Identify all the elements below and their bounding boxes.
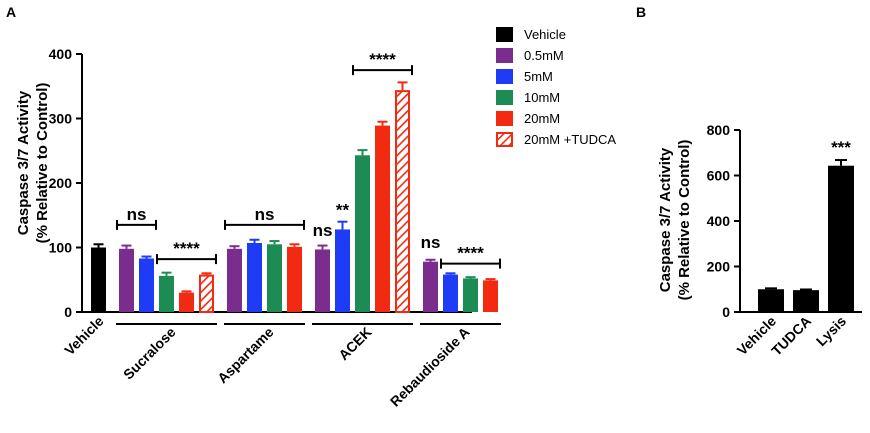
bar-aspartame xyxy=(247,242,262,312)
significance-label: ns xyxy=(255,205,275,224)
bar-acek xyxy=(335,229,350,312)
significance-label: **** xyxy=(457,244,484,263)
panel-a-x-labels: Vehicle Sucralose Aspartame ACEK Rebaudiosid… xyxy=(61,313,501,410)
x-tick-label: ACEK xyxy=(335,324,374,363)
x-tick-label: TUDCA xyxy=(768,313,814,359)
bar-sucralose xyxy=(119,248,134,312)
bar-sucralose xyxy=(199,274,214,313)
legend-label: 10mM xyxy=(524,90,560,105)
significance-label: *** xyxy=(831,138,851,157)
panel-a-chart: Caspase 3/7 Activity (% Relative to Cont… xyxy=(15,46,501,410)
bar-vehicle xyxy=(91,247,106,312)
legend-swatch xyxy=(496,90,513,105)
legend-swatch xyxy=(496,69,513,84)
bar-acek xyxy=(395,90,410,314)
panel-b-chart: Caspase 3/7 Activity (% Relative to Cont… xyxy=(657,122,862,359)
panel-b-ylabel-line2: (% Relative to Control) xyxy=(676,140,693,301)
bar-sucralose xyxy=(159,275,174,312)
panel-b-y-tick-label: 200 xyxy=(707,259,731,275)
significance-label: **** xyxy=(369,50,396,69)
bar-rebaudioside-a xyxy=(443,274,458,312)
panel-a-y-tick-label: 0 xyxy=(64,304,72,320)
panel-a-label: A xyxy=(6,4,16,20)
panel-a-bars xyxy=(91,81,498,314)
panel-a-y-tick-label: 200 xyxy=(49,175,73,191)
bar-lysis xyxy=(828,165,854,312)
bar-aspartame xyxy=(227,248,242,312)
panel-a-ylabel-line1: Caspase 3/7 Activity xyxy=(15,90,32,235)
legend-swatch xyxy=(496,27,513,42)
significance-label: ** xyxy=(336,200,350,219)
bar-vehicle xyxy=(758,289,784,312)
significance-label: ns xyxy=(313,221,333,240)
legend-swatch xyxy=(496,111,513,126)
x-tick-label: Rebaudioside A xyxy=(387,324,473,410)
bar-acek xyxy=(375,125,390,312)
panel-b-bars xyxy=(758,159,854,312)
x-tick-label: Sucralose xyxy=(120,324,179,383)
panel-b-y-tick-label: 400 xyxy=(707,213,731,229)
legend-label: 20mM xyxy=(524,111,560,126)
legend-swatch xyxy=(496,48,513,63)
panel-b-axes: 0 200 400 600 800 xyxy=(707,122,862,320)
legend-swatch xyxy=(496,132,513,147)
bar-aspartame xyxy=(287,246,302,312)
panel-b-y-tick-label: 800 xyxy=(707,122,731,138)
panel-b-label: B xyxy=(636,4,646,20)
x-tick-label: Lysis xyxy=(813,313,849,349)
legend-label: Vehicle xyxy=(524,27,566,42)
legend-label: 5mM xyxy=(524,69,553,84)
legend: Vehicle 0.5mM 5mM 10mM 20mM 20mM +TUDCA xyxy=(496,27,616,147)
panel-a-y-tick-label: 100 xyxy=(49,240,73,256)
legend-label: 0.5mM xyxy=(524,48,564,63)
bar-aspartame xyxy=(267,244,282,312)
bar-rebaudioside-a xyxy=(483,280,498,312)
bar-sucralose xyxy=(139,258,154,312)
panel-b-ylabel-line1: Caspase 3/7 Activity xyxy=(657,147,674,292)
significance-label: ns xyxy=(421,233,441,252)
significance-label: ns xyxy=(127,205,147,224)
x-tick-label: Aspartame xyxy=(214,324,277,387)
panel-a-y-tick-label: 400 xyxy=(49,46,73,62)
panel-b-annotations: *** xyxy=(831,138,851,157)
bar-rebaudioside-a xyxy=(423,261,438,312)
bar-acek xyxy=(355,155,370,312)
panel-a-y-tick-label: 300 xyxy=(49,111,73,127)
significance-label: **** xyxy=(173,239,200,258)
bar-acek xyxy=(315,249,330,312)
bar-sucralose xyxy=(179,292,194,312)
bar-rebaudioside-a xyxy=(463,278,478,312)
legend-label: 20mM +TUDCA xyxy=(524,132,616,147)
bar-tudca xyxy=(793,290,819,312)
panel-a-ylabel-line2: (% Relative to Control) xyxy=(34,83,51,244)
panel-b-y-tick-label: 600 xyxy=(707,168,731,184)
panel-b-y-tick-label: 0 xyxy=(722,304,730,320)
